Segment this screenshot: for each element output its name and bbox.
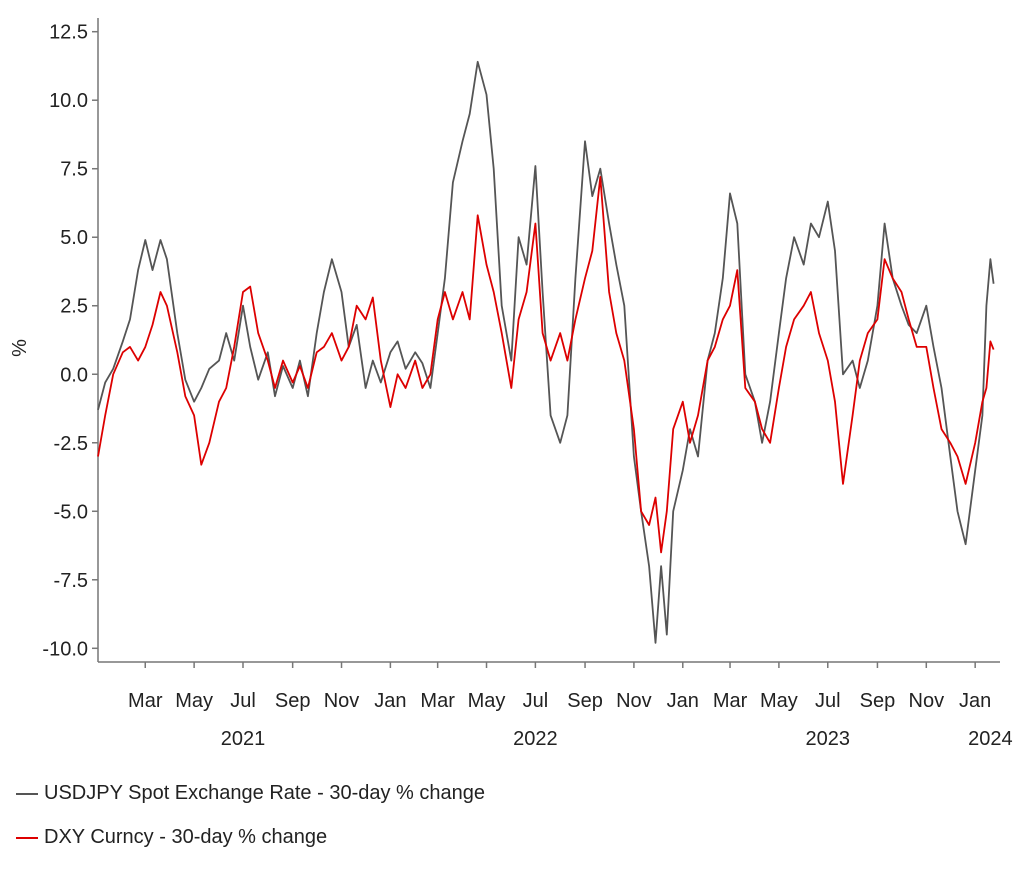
x-tick-label: Sep <box>567 690 603 712</box>
x-year-label: 2021 <box>221 728 266 750</box>
y-tick-label: 0.0 <box>60 364 88 386</box>
x-tick-label: Jan <box>667 690 699 712</box>
y-tick-label: 5.0 <box>60 227 88 249</box>
x-axis: Mar May Jul Sep Nov Jan Mar May Jul Sep Nov Jan Mar M… <box>98 661 1013 750</box>
legend-swatch-dxy <box>16 836 38 839</box>
series-layer <box>97 60 995 644</box>
legend-item-usdjpy: USDJPY Spot Exchange Rate - 30-day % cha… <box>16 782 485 805</box>
x-year-label: 2022 <box>513 728 558 750</box>
x-tick-label: Jan <box>374 690 406 712</box>
y-axis-label: % <box>9 339 31 357</box>
x-tick-label: Mar <box>128 690 163 712</box>
y-tick-label: 10.0 <box>49 90 88 112</box>
x-tick-label: Sep <box>860 690 896 712</box>
series-line-usdjpy <box>97 60 995 644</box>
x-tick-label: Nov <box>616 690 652 712</box>
x-year-label: 2023 <box>806 728 851 750</box>
x-tick-label: Nov <box>909 690 945 712</box>
y-axis: 12.5 10.0 7.5 5.0 2.5 0.0 -2.5 -5.0 -7.5 -10.0 <box>42 18 99 662</box>
series-line-dxy <box>97 176 995 554</box>
legend-swatch-usdjpy <box>16 792 38 795</box>
x-tick-label: Nov <box>324 690 360 712</box>
x-tick-label: Sep <box>275 690 311 712</box>
y-tick-label: -5.0 <box>54 501 88 523</box>
y-tick-label: 12.5 <box>49 22 88 44</box>
y-tick-label: 2.5 <box>60 296 88 318</box>
x-tick-label: May <box>175 690 213 712</box>
x-tick-label: Jul <box>523 690 549 712</box>
x-tick-label: May <box>468 690 506 712</box>
y-tick-label: -10.0 <box>42 638 88 660</box>
y-tick-label: 7.5 <box>60 159 88 181</box>
x-year-label: 2024 <box>968 728 1013 750</box>
legend-item-dxy: DXY Curncy - 30-day % change <box>16 826 327 849</box>
legend-label-dxy: DXY Curncy - 30-day % change <box>44 826 328 848</box>
x-tick-label: May <box>760 690 798 712</box>
x-tick-label: Jul <box>230 690 256 712</box>
y-tick-label: -2.5 <box>54 433 88 455</box>
x-tick-label: Mar <box>713 690 748 712</box>
legend-label-usdjpy: USDJPY Spot Exchange Rate - 30-day % cha… <box>44 782 485 804</box>
x-tick-label: Mar <box>420 690 455 712</box>
x-tick-label: Jul <box>815 690 841 712</box>
x-tick-label: Jan <box>959 690 991 712</box>
y-tick-label: -7.5 <box>54 570 88 592</box>
